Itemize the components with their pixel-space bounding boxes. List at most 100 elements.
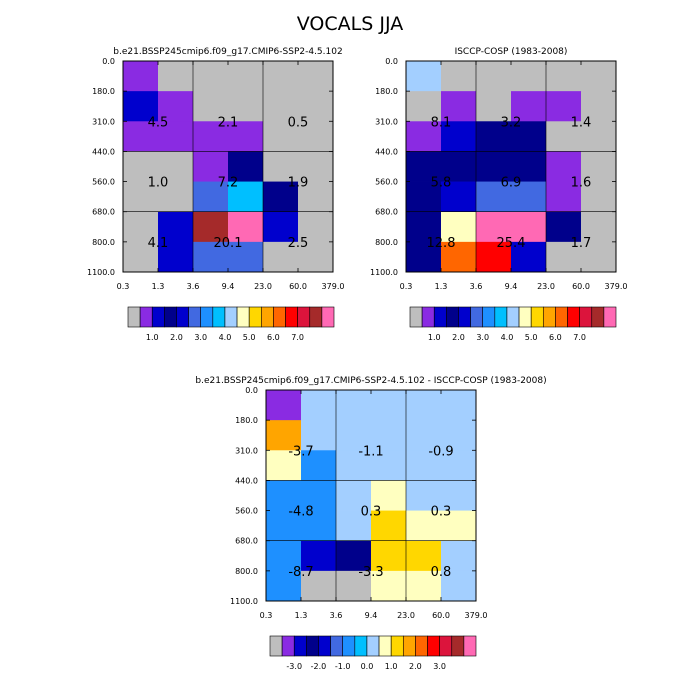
heatmap-cell bbox=[266, 390, 302, 421]
heatmap-cell bbox=[441, 570, 477, 602]
y-tick-label: 800.0 bbox=[375, 238, 398, 247]
colorbar: 1.0 2.0 3.0 4.0 5.0 6.0 7.0 bbox=[409, 306, 617, 342]
heatmap-cell bbox=[581, 181, 617, 213]
heatmap-cell bbox=[298, 211, 334, 243]
heatmap-cell bbox=[441, 211, 477, 243]
heatmap-cell bbox=[476, 91, 512, 122]
heatmap-cell bbox=[546, 241, 582, 273]
colorbar-label: 7.0 bbox=[291, 333, 304, 342]
colorbar-swatch bbox=[212, 306, 226, 328]
heatmap-cell bbox=[336, 510, 372, 542]
heatmap-cell bbox=[266, 570, 302, 602]
panel-1: b.e21.BSSP245cmip6.f09_g17.CMIP6-SSP2-4.… bbox=[87, 47, 344, 342]
colorbar-swatch bbox=[285, 306, 298, 328]
data-label: 0.3 bbox=[361, 505, 382, 520]
heatmap-cell bbox=[406, 570, 442, 602]
y-tick-label: 680.0 bbox=[375, 208, 398, 217]
x-tick-label: 23.0 bbox=[254, 282, 272, 291]
colorbar-swatch bbox=[297, 306, 311, 328]
heatmap-cell bbox=[158, 151, 194, 182]
colorbar-label: 0.0 bbox=[361, 662, 374, 671]
colorbar-label: 1.0 bbox=[428, 333, 441, 342]
heatmap-cell bbox=[193, 61, 229, 92]
heatmap-cell bbox=[263, 121, 299, 152]
heatmap-cell bbox=[336, 420, 372, 451]
data-label: 4.1 bbox=[148, 236, 169, 251]
colorbar-swatch bbox=[188, 306, 202, 328]
data-label: 20.1 bbox=[214, 236, 243, 251]
x-tick-label: 3.6 bbox=[470, 282, 483, 291]
colorbar-label: 4.0 bbox=[219, 333, 232, 342]
data-label: 1.0 bbox=[148, 176, 169, 191]
colorbar-swatch bbox=[354, 635, 368, 657]
colorbar-swatch bbox=[567, 306, 580, 328]
colorbar-label: -3.0 bbox=[286, 662, 302, 671]
heatmap-cell bbox=[371, 390, 407, 421]
data-label: 7.2 bbox=[218, 176, 239, 191]
data-label: 4.5 bbox=[148, 115, 169, 130]
y-tick-label: 310.0 bbox=[92, 117, 115, 126]
x-tick-label: 60.0 bbox=[289, 282, 307, 291]
x-tick-label: 3.6 bbox=[187, 282, 200, 291]
heatmap-cell bbox=[406, 181, 442, 213]
heatmap-cell bbox=[441, 390, 477, 421]
heatmap-cell bbox=[476, 61, 512, 92]
colorbar-swatch bbox=[306, 635, 319, 657]
heatmap-cell bbox=[301, 450, 337, 481]
heatmap-cell bbox=[228, 181, 264, 213]
data-label: -0.9 bbox=[428, 444, 453, 459]
y-tick-label: 0.0 bbox=[102, 57, 115, 66]
colorbar-label: 1.0 bbox=[385, 662, 398, 671]
data-label: -3.3 bbox=[358, 565, 383, 580]
y-tick-label: 310.0 bbox=[235, 446, 258, 455]
colorbar-label: 2.0 bbox=[452, 333, 465, 342]
colorbar-swatch bbox=[164, 306, 177, 328]
colorbar-label: 6.0 bbox=[549, 333, 562, 342]
heatmap-cell bbox=[123, 91, 159, 122]
heatmap-cell bbox=[301, 480, 337, 511]
x-tick-label: 60.0 bbox=[432, 611, 450, 620]
x-tick-label: 23.0 bbox=[537, 282, 555, 291]
colorbar-label: 4.0 bbox=[501, 333, 514, 342]
colorbar-swatch bbox=[224, 306, 238, 328]
heatmap-cell bbox=[336, 540, 372, 572]
heatmap-cell bbox=[336, 390, 372, 421]
heatmap-cell bbox=[546, 151, 582, 182]
colorbar-swatch bbox=[309, 306, 323, 328]
colorbar-swatch bbox=[402, 635, 416, 657]
colorbar-swatch bbox=[470, 306, 484, 328]
heatmap-cell bbox=[511, 211, 547, 243]
colorbar-label: 2.0 bbox=[409, 662, 422, 671]
heatmap-cell bbox=[406, 540, 442, 572]
colorbar-swatch bbox=[378, 635, 392, 657]
heatmap-cell bbox=[371, 510, 407, 542]
colorbar-swatch bbox=[421, 306, 435, 328]
colorbar-swatch bbox=[409, 306, 423, 328]
panel-title: b.e21.BSSP245cmip6.f09_g17.CMIP6-SSP2-4.… bbox=[113, 47, 342, 57]
colorbar-swatch bbox=[518, 306, 532, 328]
data-label: -3.7 bbox=[288, 444, 313, 459]
colorbar-swatch bbox=[321, 306, 335, 328]
heatmap-cell bbox=[406, 151, 442, 182]
heatmap-cell bbox=[298, 61, 334, 92]
data-label: 6.9 bbox=[501, 176, 522, 191]
x-tick-label: 0.3 bbox=[117, 282, 130, 291]
heatmap-cell bbox=[406, 390, 442, 421]
figure-title: VOCALS JJA bbox=[297, 13, 403, 35]
heatmap-cell bbox=[441, 510, 477, 542]
heatmap-cell bbox=[266, 420, 302, 451]
heatmap-cell bbox=[441, 420, 477, 451]
heatmap-cell bbox=[371, 540, 407, 572]
colorbar-swatch bbox=[446, 306, 459, 328]
heatmap-cell bbox=[406, 91, 442, 122]
colorbar-swatch bbox=[458, 306, 471, 328]
data-label: 5.8 bbox=[431, 176, 452, 191]
heatmap-cell bbox=[263, 91, 299, 122]
y-tick-label: 1100.0 bbox=[370, 268, 398, 277]
heatmap-cell bbox=[193, 151, 229, 182]
heatmap-cell bbox=[263, 181, 299, 213]
y-tick-label: 560.0 bbox=[375, 178, 398, 187]
heatmap-cell bbox=[158, 91, 194, 122]
colorbar-swatch bbox=[293, 635, 307, 657]
